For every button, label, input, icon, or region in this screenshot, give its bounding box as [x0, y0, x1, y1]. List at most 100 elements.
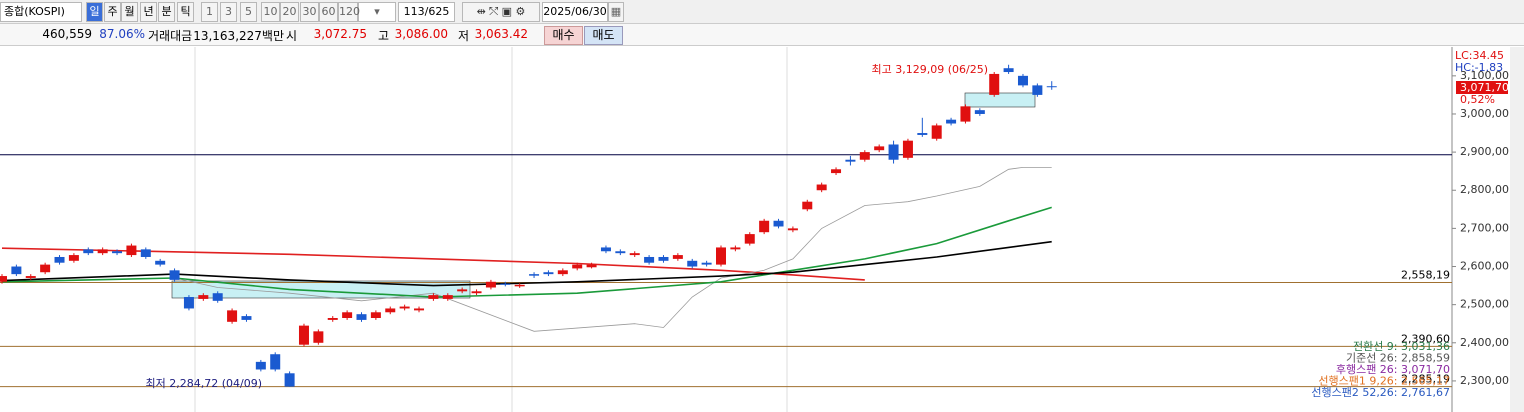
symbol-box[interactable]: 종합(KOSPI): [0, 2, 82, 22]
lc-label: LC:34.45: [1455, 49, 1504, 62]
interval-button[interactable]: 1: [201, 2, 218, 22]
candle-body: [529, 274, 540, 276]
quote-low: 3,063.42: [474, 27, 528, 41]
candle-body: [385, 308, 396, 313]
candle-body: [414, 308, 425, 311]
candle-body: [97, 249, 108, 254]
candle-body: [169, 270, 180, 280]
candle-body: [787, 228, 798, 231]
candle-body: [917, 133, 928, 135]
candle-body: [126, 245, 137, 256]
count-box[interactable]: 113/625: [398, 2, 455, 22]
min-note: 최저 2,284,72 (04/09): [145, 377, 262, 390]
interval-button[interactable]: 10: [261, 2, 280, 22]
period-button[interactable]: 틱: [177, 2, 194, 22]
quote-high-label: 고: [378, 29, 390, 43]
candle-body: [25, 276, 36, 278]
y-tick-label: 2,900,00: [1460, 145, 1509, 158]
level-label: 2,558,19: [1401, 268, 1450, 281]
y-tick-label: 2,500,00: [1460, 298, 1509, 311]
candle-body: [155, 260, 166, 265]
level-label: 2,285,19: [1401, 373, 1450, 386]
candle-body: [370, 312, 381, 318]
candle-body: [140, 249, 151, 257]
candle-body: [629, 253, 640, 256]
candle-body: [83, 249, 94, 254]
candle-body: [687, 260, 698, 267]
dropdown[interactable]: ▾: [358, 2, 396, 22]
candle-body: [0, 276, 7, 282]
date-box[interactable]: 2025/06/30: [542, 2, 608, 22]
candle-body: [327, 318, 338, 320]
candle-body: [1003, 68, 1014, 73]
scrollbar[interactable]: [1510, 47, 1524, 412]
buy-button[interactable]: 매수: [544, 26, 583, 45]
candle-body: [514, 284, 525, 287]
indicator-line: [1, 206, 1052, 298]
interval-button[interactable]: 5: [240, 2, 257, 22]
candle-body: [399, 306, 410, 309]
candle-body: [744, 234, 755, 244]
legend-entry: 선행스팬1 9,26: 2,565,17: [1318, 375, 1450, 388]
candle-body: [586, 264, 597, 268]
quote-high: 3,086.00: [394, 27, 448, 41]
y-tick-label: 2,400,00: [1460, 336, 1509, 349]
candle-body: [457, 289, 468, 292]
total: /625: [424, 5, 450, 18]
calendar-button[interactable]: ▦: [608, 2, 624, 22]
tool-icons[interactable]: ⇹ ⤲ ▣ ⚙: [462, 2, 540, 22]
y-tick-label: 2,800,00: [1460, 183, 1509, 196]
sell-button[interactable]: 매도: [584, 26, 623, 45]
candle-body: [11, 266, 22, 275]
candle-body: [198, 295, 209, 299]
candle-body: [270, 354, 281, 370]
indicator-line: [1, 247, 865, 281]
candle-body: [54, 256, 65, 263]
candle-body: [615, 251, 626, 254]
count: 113: [403, 5, 425, 18]
quote-bar: [0, 24, 1524, 46]
candle-body: [428, 295, 439, 299]
candle-body: [931, 125, 942, 139]
quote-amount: 13,163,227백만: [193, 29, 284, 43]
candle-body: [644, 256, 655, 263]
candle-body: [1032, 85, 1043, 95]
candle-body: [442, 295, 453, 299]
interval-button[interactable]: 3: [220, 2, 237, 22]
level-label: 2,390,60: [1401, 332, 1450, 345]
period-button[interactable]: 분: [158, 2, 175, 22]
candle-body: [212, 293, 223, 301]
max-note: 최고 3,129,09 (06/25): [871, 63, 988, 76]
period-button[interactable]: 일: [86, 2, 103, 22]
candle-body: [874, 146, 885, 151]
y-tick-label: 2,700,00: [1460, 221, 1509, 234]
candle-body: [902, 140, 913, 158]
candle-body: [356, 314, 367, 320]
candle-body: [485, 281, 496, 288]
quote-volume: 460,559: [42, 27, 92, 41]
period-button[interactable]: 주: [104, 2, 121, 22]
candle-body: [471, 291, 482, 294]
y-tick-label: 3,100,00: [1460, 69, 1509, 82]
interval-button[interactable]: 20: [280, 2, 299, 22]
candle-body: [658, 256, 669, 261]
interval-button[interactable]: 60: [319, 2, 338, 22]
interval-button[interactable]: 120: [338, 2, 360, 22]
plot-area: [0, 47, 1452, 412]
candle-body: [759, 220, 770, 233]
candle-body: [112, 251, 123, 254]
interval-button[interactable]: 30: [300, 2, 319, 22]
candle-body: [183, 297, 194, 309]
candle-body: [40, 264, 51, 273]
period-button[interactable]: 월: [121, 2, 138, 22]
quote-volume-ratio: 87.06%: [99, 27, 145, 41]
candle-body: [716, 247, 726, 265]
candle-body: [1017, 75, 1028, 86]
period-button[interactable]: 년: [140, 2, 157, 22]
legend-entry: 기준선 26: 2,858,59: [1346, 352, 1450, 365]
quote-amount-label: 거래대금: [148, 29, 193, 43]
legend-entry: 선행스팬2 52,26: 2,761,67: [1311, 386, 1450, 399]
candle-body: [500, 283, 511, 285]
